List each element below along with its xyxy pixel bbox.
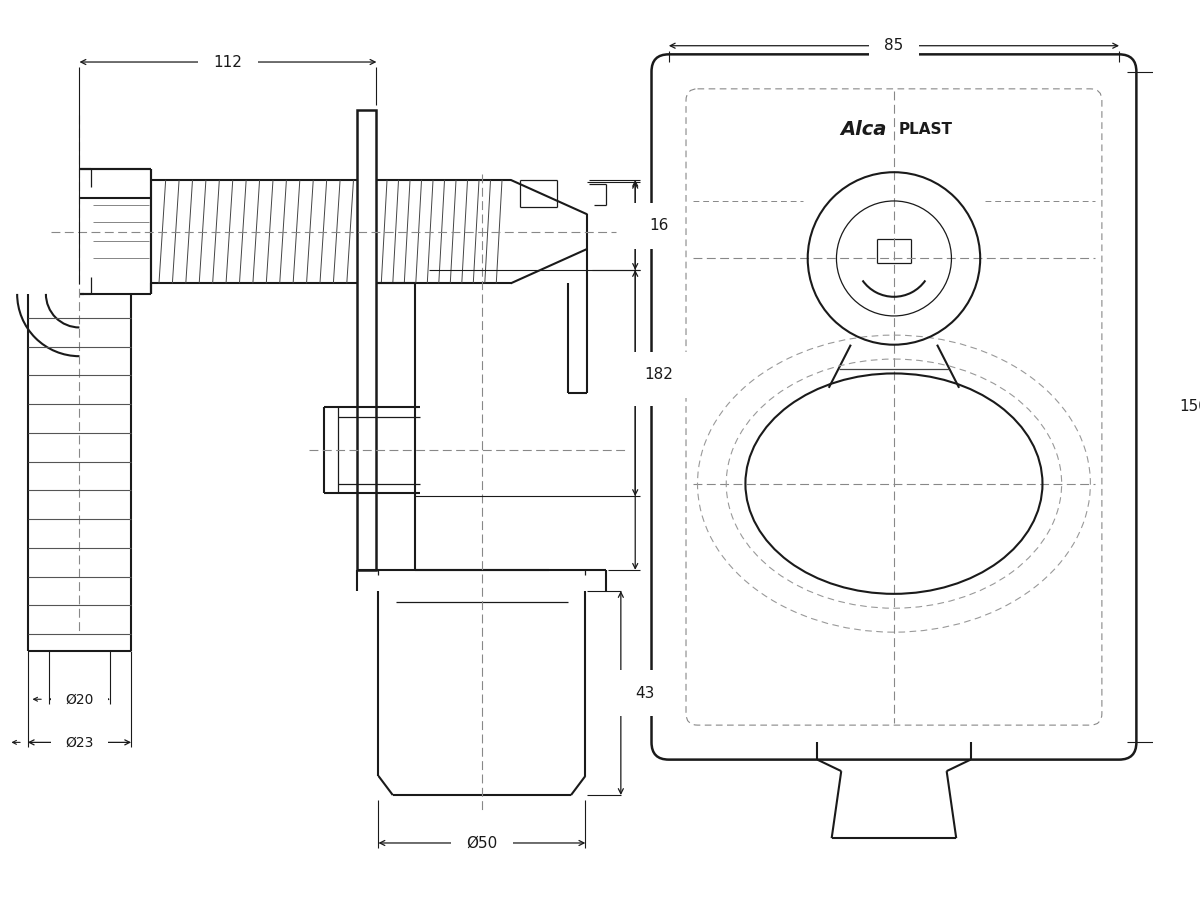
Text: Ø20: Ø20 — [65, 692, 94, 706]
Text: Ø50: Ø50 — [467, 835, 498, 851]
Text: 68: 68 — [649, 376, 668, 391]
Text: 85: 85 — [884, 38, 904, 53]
Text: Alca: Alca — [840, 119, 887, 138]
Text: 112: 112 — [214, 54, 242, 70]
Text: 43: 43 — [635, 685, 654, 700]
Text: 150: 150 — [1180, 399, 1200, 414]
Text: Ø23: Ø23 — [65, 736, 94, 749]
Text: PLAST: PLAST — [899, 121, 953, 137]
Text: 16: 16 — [649, 218, 668, 233]
Text: 182: 182 — [644, 367, 673, 383]
